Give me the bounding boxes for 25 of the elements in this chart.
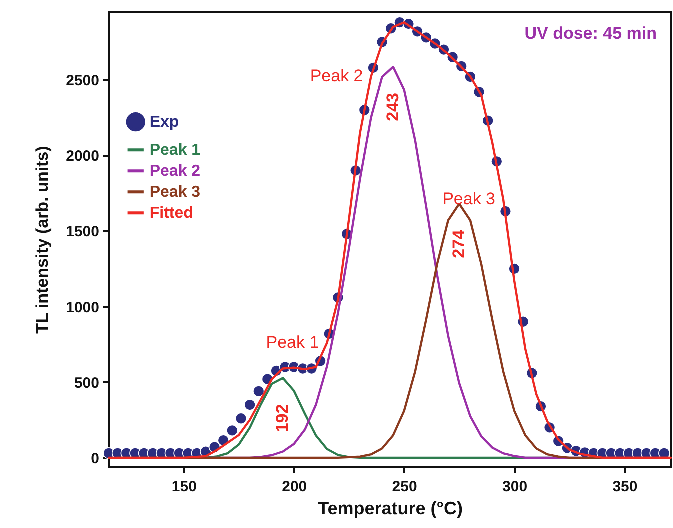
x-tick-label: 200 xyxy=(282,478,308,496)
legend-label: Peak 3 xyxy=(150,184,201,202)
annotation: 274 xyxy=(449,229,468,258)
y-tick-label: 1000 xyxy=(66,299,100,316)
y-axis-title: TL intensity (arb. units) xyxy=(33,146,52,334)
annotation: 243 xyxy=(383,93,402,122)
x-axis-title: Temperature (°C) xyxy=(318,498,463,518)
x-tick-label: 350 xyxy=(612,478,638,496)
annotation: Peak 1 xyxy=(266,333,320,352)
y-tick-label: 1500 xyxy=(66,224,100,241)
x-tick-label: 150 xyxy=(172,478,197,496)
y-tick-label: 0 xyxy=(91,450,100,468)
legend-label: Peak 1 xyxy=(150,142,201,160)
legend-label: Peak 2 xyxy=(150,163,201,180)
y-tick-label: 2000 xyxy=(66,148,100,166)
y-tick-label: 2500 xyxy=(66,72,100,90)
legend-label: Exp xyxy=(150,114,180,132)
legend-label: Fitted xyxy=(150,205,194,222)
annotation: Peak 3 xyxy=(442,190,496,209)
x-tick-label: 300 xyxy=(502,478,528,496)
annotation: UV dose: 45 min xyxy=(524,24,657,43)
annotation: Peak 2 xyxy=(310,66,364,86)
x-tick-label: 250 xyxy=(392,478,418,496)
y-tick-label: 500 xyxy=(74,374,100,392)
annotation: 192 xyxy=(273,404,292,433)
